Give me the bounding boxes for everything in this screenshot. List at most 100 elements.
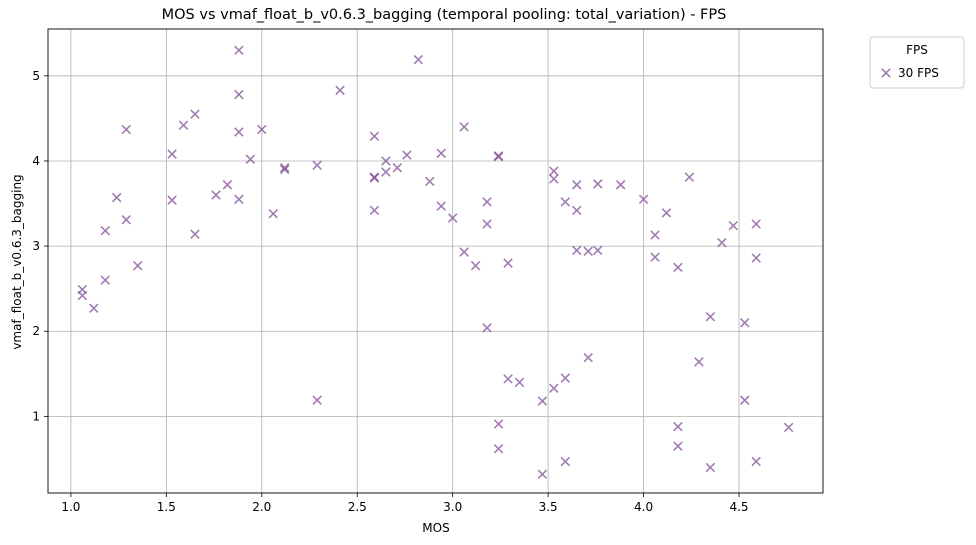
- legend-label-30fps: 30 FPS: [898, 66, 939, 80]
- data-point: [111, 192, 122, 203]
- data-point: [728, 220, 739, 231]
- data-point: [234, 194, 244, 205]
- data-point: [560, 456, 571, 467]
- data-point: [673, 441, 683, 451]
- data-point: [482, 219, 492, 229]
- data-point: [100, 275, 111, 285]
- data-point: [268, 208, 279, 219]
- data-point: [312, 395, 322, 405]
- data-point: [783, 422, 794, 433]
- data-point: [77, 290, 88, 301]
- data-point: [257, 124, 267, 135]
- data-point: [167, 195, 177, 205]
- data-point: [89, 303, 99, 314]
- data-point: [100, 226, 111, 236]
- data-point: [751, 219, 761, 229]
- data-point: [369, 131, 380, 142]
- data-point: [493, 443, 504, 454]
- data-point: [132, 260, 143, 271]
- data-point: [673, 262, 683, 273]
- data-point: [470, 260, 481, 271]
- x-tick-label: 4.5: [729, 500, 748, 514]
- data-point: [436, 201, 446, 211]
- legend-box: [869, 36, 965, 89]
- data-point: [571, 205, 582, 216]
- data-point: [312, 160, 322, 170]
- data-point: [447, 213, 458, 223]
- data-point: [583, 352, 593, 363]
- legend: FPS 30 FPS: [869, 36, 965, 89]
- data-point: [425, 176, 435, 187]
- x-tick-label: 1.5: [157, 500, 176, 514]
- data-point: [739, 395, 750, 405]
- x-tick-label: 3.5: [539, 500, 558, 514]
- x-tick-label: 2.5: [348, 500, 367, 514]
- data-point: [279, 163, 290, 173]
- y-tick-label: 2: [32, 324, 40, 338]
- x-axis-ticks: 1.0 1.5 2.0 2.5 3.0 3.5 4.0 4.5: [61, 493, 749, 514]
- data-point: [413, 54, 424, 65]
- data-point: [661, 208, 672, 218]
- data-point: [335, 85, 345, 96]
- data-point: [381, 167, 391, 177]
- data-point: [482, 197, 492, 207]
- data-point: [121, 214, 132, 225]
- x-tick-label: 1.0: [61, 500, 80, 514]
- legend-x-marker: [881, 68, 891, 78]
- data-point: [369, 172, 380, 182]
- plot-frame: [47, 28, 824, 494]
- y-tick-label: 4: [32, 154, 40, 168]
- data-point: [459, 122, 469, 132]
- grid-lines: [48, 29, 823, 493]
- data-point: [751, 253, 761, 263]
- data-point: [402, 150, 412, 160]
- data-point: [560, 197, 571, 207]
- data-point: [705, 311, 716, 322]
- data-point: [503, 258, 513, 268]
- x-tick-label: 3.0: [443, 500, 462, 514]
- y-tick-label: 3: [32, 239, 40, 253]
- data-point: [549, 174, 559, 184]
- data-point: [650, 252, 660, 262]
- data-point: [436, 148, 446, 159]
- chart-title: MOS vs vmaf_float_b_v0.6.3_bagging (temp…: [162, 7, 727, 23]
- y-axis-label: vmaf_float_b_v0.6.3_bagging: [10, 174, 24, 349]
- legend-marker: [881, 68, 891, 78]
- x-tick-label: 4.0: [634, 500, 653, 514]
- data-point: [751, 456, 761, 467]
- data-point: [493, 151, 504, 162]
- y-tick-label: 1: [32, 409, 40, 423]
- data-point: [537, 469, 548, 480]
- legend-title: FPS: [906, 43, 928, 57]
- x-axis-label: MOS: [422, 521, 449, 535]
- data-point: [717, 237, 727, 248]
- data-point: [369, 205, 380, 216]
- data-point: [234, 89, 244, 100]
- data-point: [592, 179, 603, 189]
- data-point: [638, 194, 649, 205]
- data-point: [245, 154, 256, 165]
- data-point: [503, 374, 513, 384]
- data-point: [650, 230, 660, 240]
- data-point: [211, 190, 221, 200]
- y-tick-label: 5: [32, 69, 40, 83]
- y-axis-ticks: 1 2 3 4 5: [32, 69, 48, 423]
- data-point: [190, 109, 200, 119]
- data-point: [514, 377, 525, 388]
- data-point: [705, 462, 716, 473]
- data-point: [684, 172, 695, 182]
- data-point: [592, 245, 603, 256]
- data-point: [571, 180, 582, 190]
- data-point: [234, 45, 244, 56]
- data-point: [459, 247, 469, 257]
- data-point: [493, 419, 504, 429]
- data-point: [739, 317, 750, 328]
- data-point: [279, 164, 290, 175]
- data-point: [234, 127, 244, 137]
- data-point: [537, 396, 548, 406]
- data-point: [482, 323, 492, 333]
- data-point: [560, 373, 571, 383]
- data-point: [222, 180, 233, 190]
- data-point: [549, 166, 559, 176]
